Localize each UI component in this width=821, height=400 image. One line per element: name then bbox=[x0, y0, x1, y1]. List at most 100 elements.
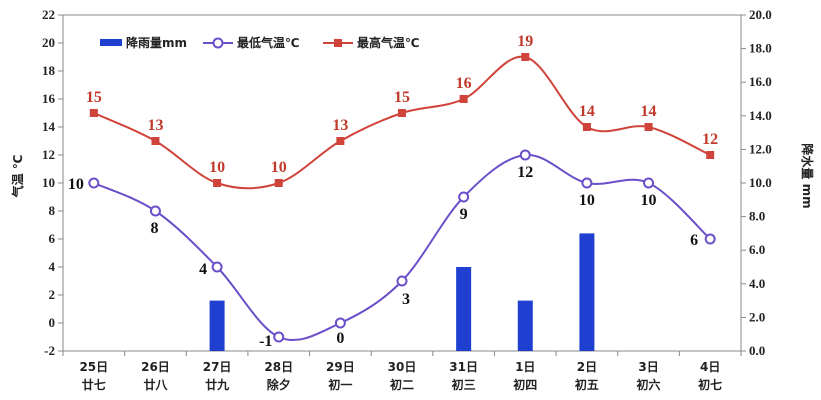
x-tick-label-date: 1日 bbox=[515, 360, 535, 374]
x-tick-label-date: 27日 bbox=[203, 360, 232, 374]
y-tick-label-left: -2 bbox=[44, 343, 55, 358]
x-tick-label-lunar: 初三 bbox=[452, 377, 476, 392]
max-temp-point bbox=[644, 123, 653, 131]
y-tick-label-right: 6.0 bbox=[749, 242, 765, 257]
max-temp-label: 13 bbox=[147, 117, 163, 134]
min-temp-label: -1 bbox=[259, 333, 272, 350]
max-temp-label: 19 bbox=[517, 33, 533, 50]
min-temp-line bbox=[93, 153, 711, 342]
x-tick-label-lunar: 除夕 bbox=[267, 377, 291, 392]
y-tick-label-left: 4 bbox=[49, 259, 56, 274]
max-temp-point bbox=[274, 179, 283, 187]
min-temp-point bbox=[519, 149, 531, 161]
min-temp-point bbox=[334, 317, 346, 329]
y-tick-label-left: 0 bbox=[49, 315, 56, 330]
legend-label-min: 最低气温℃ bbox=[237, 35, 300, 50]
max-temp-point bbox=[706, 151, 715, 159]
max-temp-label: 15 bbox=[394, 89, 410, 106]
x-tick-label-lunar: 廿八 bbox=[143, 377, 168, 392]
x-tick-label-date: 30日 bbox=[388, 360, 417, 374]
y-tick-label-right: 8.0 bbox=[749, 209, 765, 224]
min-temp-label: 8 bbox=[150, 220, 158, 237]
y-tick-label-left: 18 bbox=[42, 63, 56, 78]
x-tick-label-lunar: 廿七 bbox=[82, 377, 106, 392]
max-temp-label: 13 bbox=[332, 117, 348, 134]
temperature-lines bbox=[88, 53, 716, 343]
y-tick-label-right: 20.0 bbox=[749, 7, 772, 22]
y-tick-label-left: 22 bbox=[42, 7, 55, 22]
min-temp-label: 4 bbox=[199, 261, 207, 278]
x-tick-label-date: 29日 bbox=[326, 360, 355, 374]
x-tick-label-date: 4日 bbox=[700, 360, 720, 374]
y-tick-label-right: 14.0 bbox=[749, 108, 772, 123]
x-tick-label-date: 28日 bbox=[264, 360, 293, 374]
y-tick-label-right: 4.0 bbox=[749, 276, 765, 291]
max-temp-label: 10 bbox=[209, 159, 225, 176]
max-temp-point bbox=[459, 95, 468, 103]
legend-label-rain: 降雨量mm bbox=[126, 35, 187, 50]
rain-bar bbox=[456, 267, 472, 351]
min-temp-point bbox=[149, 205, 161, 217]
y-tick-label-left: 6 bbox=[49, 231, 56, 246]
min-temp-point bbox=[211, 261, 223, 273]
y-tick-label-left: 8 bbox=[49, 203, 56, 218]
max-temp-point bbox=[336, 137, 345, 145]
min-temp-point bbox=[458, 191, 470, 203]
min-temp-label: 3 bbox=[402, 291, 410, 308]
y-tick-label-left: 2 bbox=[49, 287, 56, 302]
max-temp-label: 14 bbox=[641, 103, 657, 120]
y-tick-label-left: 12 bbox=[42, 147, 55, 162]
data-labels: 15 13 10 10 13 15 16 19 14 14 12 10 8 4 -1 0 3 9 12 10 10 6 bbox=[68, 33, 718, 350]
max-temp-point bbox=[398, 109, 406, 117]
max-temp-label: 12 bbox=[702, 131, 718, 148]
max-temp-label: 10 bbox=[271, 159, 287, 176]
y-tick-label-left: 20 bbox=[42, 35, 55, 50]
y-tick-label-right: 2.0 bbox=[749, 309, 765, 324]
x-tick-label-lunar: 初五 bbox=[575, 377, 599, 392]
x-tick-label-date: 31日 bbox=[449, 360, 478, 374]
max-temp-point bbox=[521, 53, 530, 61]
x-tick-label-lunar: 初一 bbox=[328, 377, 352, 392]
min-temp-point bbox=[704, 233, 716, 245]
max-temp-point bbox=[582, 123, 591, 131]
min-temp-point bbox=[396, 275, 408, 287]
x-tick-label-lunar: 初四 bbox=[513, 377, 537, 392]
x-tick-label-date: 2日 bbox=[577, 360, 597, 374]
min-temp-label: 6 bbox=[690, 232, 698, 249]
y-tick-label-right: 0.0 bbox=[749, 343, 765, 358]
y-axis-title-right: 降水量 mm bbox=[800, 143, 815, 208]
y-axis-title-left: 气温 ℃ bbox=[10, 155, 25, 199]
rain-bar bbox=[517, 300, 533, 351]
max-temp-point bbox=[213, 179, 222, 187]
legend-marker-max bbox=[334, 39, 342, 47]
y-tick-label-right: 10.0 bbox=[749, 175, 772, 190]
x-tick-label-lunar: 初二 bbox=[390, 377, 414, 392]
max-temp-label: 16 bbox=[456, 75, 472, 92]
rain-bar bbox=[209, 300, 225, 351]
min-temp-label: 10 bbox=[68, 176, 84, 193]
x-tick-label-date: 25日 bbox=[79, 360, 108, 374]
legend: 降雨量mm 最低气温℃ 最高气温℃ bbox=[100, 35, 420, 50]
y-tick-label-left: 16 bbox=[42, 91, 56, 106]
rain-bar bbox=[579, 233, 595, 351]
max-temp-label: 15 bbox=[86, 89, 102, 106]
y-tick-label-right: 18.0 bbox=[749, 41, 772, 56]
axes: -2 0 2 4 6 8 10 12 14 16 18 20 22 0.0 2.0 4.0 6.0 8.0 10.0… bbox=[42, 7, 772, 392]
max-temp-point bbox=[151, 137, 160, 145]
x-tick-label-date: 3日 bbox=[638, 360, 658, 374]
y-tick-label-right: 12.0 bbox=[749, 141, 772, 156]
legend-swatch-rain bbox=[100, 39, 122, 46]
min-temp-label: 9 bbox=[460, 206, 468, 223]
max-temp-line bbox=[93, 55, 711, 190]
x-tick-label-lunar: 初七 bbox=[698, 377, 722, 392]
y-tick-label-left: 10 bbox=[42, 175, 55, 190]
rainfall-bars bbox=[209, 233, 595, 351]
legend-marker-min bbox=[212, 37, 224, 49]
min-temp-label: 0 bbox=[336, 330, 344, 347]
min-temp-label: 10 bbox=[641, 192, 657, 209]
min-temp-point bbox=[581, 177, 593, 189]
max-temp-label: 14 bbox=[579, 103, 595, 120]
x-tick-label-date: 26日 bbox=[141, 360, 170, 374]
min-temp-point bbox=[88, 177, 100, 189]
